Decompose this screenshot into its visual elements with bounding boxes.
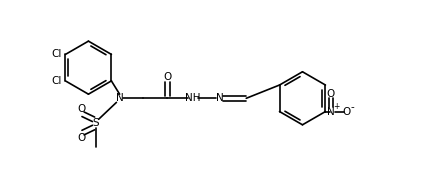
Text: O: O <box>77 133 85 143</box>
Text: O: O <box>77 104 85 114</box>
Text: Cl: Cl <box>51 49 62 59</box>
Text: NH: NH <box>185 93 200 103</box>
Text: N: N <box>216 93 224 103</box>
Text: O: O <box>342 107 350 117</box>
Text: +: + <box>333 102 339 111</box>
Text: N: N <box>116 93 123 103</box>
Text: O: O <box>327 89 335 99</box>
Text: N: N <box>327 107 335 117</box>
Text: Cl: Cl <box>51 76 62 86</box>
Text: O: O <box>163 72 171 82</box>
Text: S: S <box>92 118 99 128</box>
Text: -: - <box>350 102 354 112</box>
